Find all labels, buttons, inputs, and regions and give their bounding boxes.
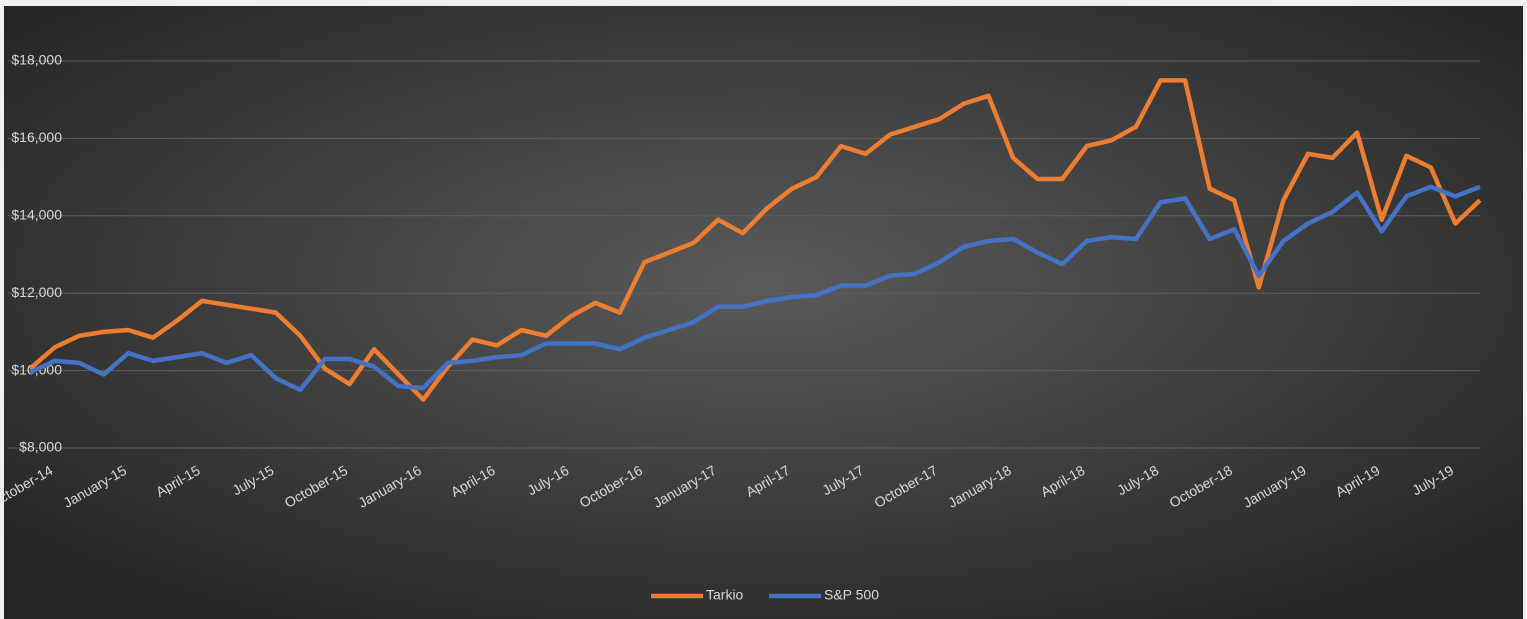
chart-area <box>4 6 1523 619</box>
y-tick-label: $12,000 <box>11 284 62 300</box>
series-line <box>28 78 1482 402</box>
y-tick-label: $18,000 <box>11 52 62 68</box>
y-tick-label: $14,000 <box>11 207 62 223</box>
legend-label: Tarkio <box>706 587 744 603</box>
y-tick-label: $8,000 <box>19 439 62 455</box>
series-line <box>29 184 1481 393</box>
legend-label: S&P 500 <box>824 587 879 603</box>
y-tick-label: $16,000 <box>11 129 62 145</box>
